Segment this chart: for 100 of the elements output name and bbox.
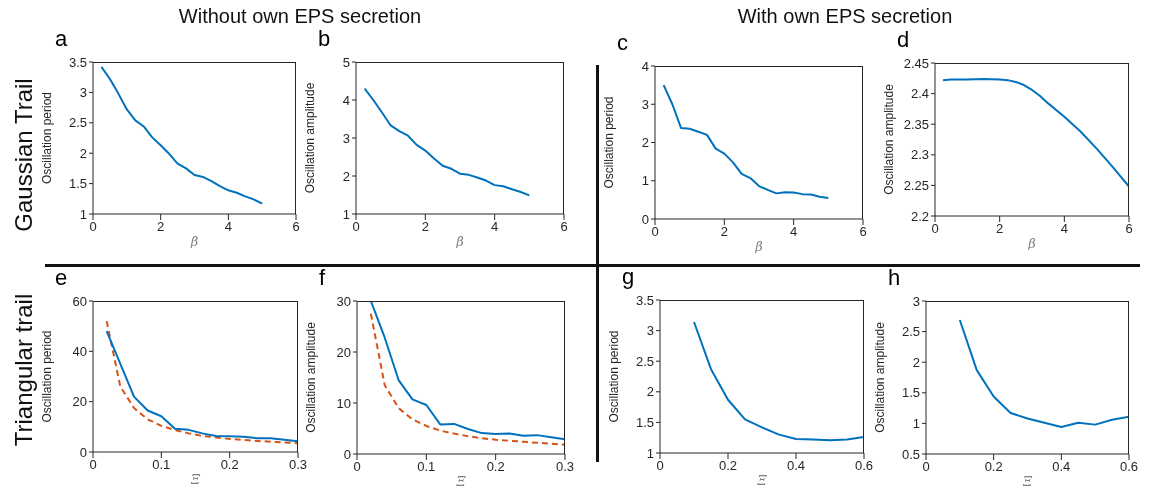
- x-axis-title: Ξ: [1021, 474, 1033, 489]
- y-tick-label: 1.5: [635, 415, 654, 431]
- text: Triangular trail: [10, 293, 38, 447]
- y-tick-label: 0: [79, 444, 87, 460]
- x-tick-label: 0: [656, 458, 664, 474]
- y-tick-label: 60: [72, 293, 87, 309]
- y-tick-label: 30: [336, 293, 351, 309]
- chart-title: b: [318, 26, 331, 52]
- x-tick-label: 0.2: [486, 459, 505, 475]
- x-tick-label: 2: [157, 219, 165, 235]
- x-tick-label: 0.1: [417, 459, 436, 475]
- y-tick-label: 3.5: [68, 54, 87, 70]
- x-tick-label: 0: [89, 457, 97, 473]
- line-series: [363, 87, 531, 197]
- y-tick-label: 3: [641, 96, 649, 112]
- y-axis-title: Oscillation amplitude: [882, 83, 897, 195]
- line-series: [693, 321, 864, 442]
- y-tick-label: 3: [79, 85, 87, 101]
- y-axis-title: Oscillation amplitude: [304, 321, 319, 433]
- x-tick-label: 0.6: [1119, 459, 1139, 475]
- y-tick-label: 1.5: [68, 176, 87, 192]
- x-axis-title: β: [455, 234, 464, 249]
- x-tick-label: 6: [560, 219, 568, 235]
- chart-title: g: [622, 264, 635, 290]
- y-tick-label: 40: [72, 343, 87, 359]
- y-tick-label: 4: [342, 92, 350, 108]
- y-tick-label: 2.5: [68, 115, 87, 131]
- y-tick-label: 2: [79, 145, 87, 161]
- x-tick-label: 6: [292, 219, 300, 235]
- chart-title: h: [888, 265, 901, 291]
- x-tick-label: 6: [859, 224, 867, 240]
- line-series: [942, 77, 1129, 188]
- x-tick-label: 2: [421, 219, 429, 235]
- y-axis-title: Oscillation period: [602, 96, 617, 189]
- y-axis-title: Oscillation period: [607, 330, 622, 423]
- x-tick-label: 0.1: [152, 457, 171, 473]
- x-tick-label: 0.3: [555, 459, 575, 475]
- y-tick-label: 20: [336, 344, 351, 360]
- y-tick-label: 2: [641, 135, 649, 151]
- x-tick-label: 0.2: [718, 458, 738, 474]
- y-tick-label: 2.3: [910, 147, 929, 163]
- y-tick-label: 2.5: [901, 324, 920, 340]
- chart-title: d: [897, 27, 910, 53]
- y-tick-label: 1: [342, 206, 350, 222]
- y-tick-label: 1: [641, 173, 649, 189]
- x-tick-label: 0.4: [1052, 459, 1071, 475]
- x-tick-label: 0.4: [786, 458, 806, 474]
- y-tick-label: 1.5: [901, 385, 920, 401]
- chart-title: c: [617, 30, 628, 56]
- y-tick-label: 1: [79, 206, 87, 222]
- x-axis-title: Ξ: [189, 472, 201, 487]
- y-tick-label: 2.4: [910, 86, 929, 102]
- x-tick-label: 0.2: [220, 457, 239, 473]
- x-tick-label: 0: [89, 219, 97, 235]
- y-tick-label: 0: [343, 446, 351, 462]
- x-tick-label: 0.2: [984, 459, 1003, 475]
- y-tick-label: 1: [912, 416, 920, 432]
- x-tick-label: 2: [720, 224, 728, 240]
- y-tick-label: 2.25: [903, 178, 929, 194]
- y-tick-label: 2.2: [910, 208, 929, 224]
- x-axis-title: Ξ: [756, 473, 768, 488]
- y-tick-label: 5: [342, 54, 350, 70]
- text: Without own EPS secretion: [178, 4, 422, 28]
- y-tick-label: 3: [646, 323, 654, 339]
- x-tick-label: 0.3: [288, 457, 308, 473]
- x-tick-label: 6: [1125, 221, 1133, 237]
- x-tick-label: 4: [790, 224, 798, 240]
- y-tick-label: 2: [912, 354, 920, 370]
- text: Gaussian Trail: [10, 78, 38, 232]
- x-tick-label: 0.6: [854, 458, 874, 474]
- x-tick-label: 4: [224, 219, 232, 235]
- y-tick-label: 3: [342, 130, 350, 146]
- x-tick-label: 4: [491, 219, 499, 235]
- y-tick-label: 0.5: [901, 446, 920, 462]
- line-series: [662, 84, 830, 199]
- y-tick-label: 10: [336, 395, 351, 411]
- x-axis-title: β: [754, 239, 763, 254]
- line-series: [958, 318, 1129, 429]
- y-tick-label: 20: [72, 394, 87, 410]
- y-tick-label: 4: [641, 58, 649, 74]
- x-tick-label: 0: [353, 459, 361, 475]
- y-tick-label: 3.5: [635, 292, 654, 308]
- line-series: [100, 65, 264, 205]
- y-axis-title: Oscillation amplitude: [303, 82, 318, 194]
- y-axis-title: Oscillation period: [40, 330, 55, 423]
- x-tick-label: 0: [931, 221, 939, 237]
- chart-title: f: [319, 265, 326, 291]
- y-tick-label: 2.5: [635, 353, 654, 369]
- y-tick-label: 2: [646, 384, 654, 400]
- text: With own EPS secretion: [737, 4, 953, 28]
- x-axis-title: β: [189, 234, 199, 249]
- y-tick-label: 2: [342, 168, 350, 184]
- x-axis-title: Ξ: [455, 474, 467, 489]
- x-tick-label: 4: [1060, 221, 1068, 237]
- y-tick-label: 1: [646, 445, 654, 461]
- chart-title: e: [55, 265, 68, 291]
- x-axis-title: β: [1027, 236, 1036, 251]
- chart-title: a: [55, 26, 68, 52]
- x-tick-label: 2: [996, 221, 1004, 237]
- y-tick-label: 2.35: [903, 116, 929, 132]
